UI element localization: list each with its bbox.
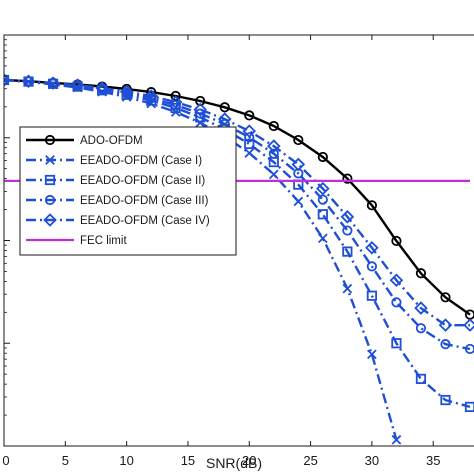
tick-layer: 0 5 10 15 20 25 30 35 bbox=[2, 34, 440, 468]
legend-ado-ofdm: ADO-OFDM bbox=[26, 134, 143, 147]
x-tick-label: 5 bbox=[62, 453, 69, 468]
x-axis-label: SNR(dB) bbox=[206, 455, 262, 471]
legend: ADO-OFDM EEADO-OFDM (Case I) EEADO-OFDM (C… bbox=[19, 126, 237, 256]
series-eeado-ofdm-case-iv-point bbox=[365, 240, 379, 255]
series-eeado-ofdm-case-iii-point bbox=[366, 261, 377, 272]
series-eeado-ofdm-case-iv-point bbox=[46, 76, 60, 90]
series-eeado-ofdm-case-i-point bbox=[244, 148, 255, 158]
series-eeado-ofdm-case-iii-point bbox=[244, 132, 255, 143]
x-tick-label: 35 bbox=[426, 453, 440, 468]
series-eeado-ofdm-case-iv-point bbox=[414, 301, 428, 315]
series-eeado-ofdm-case-iv-point bbox=[119, 84, 134, 99]
x-tick-label: 25 bbox=[303, 453, 317, 468]
series-eeado-ofdm-case-ii-point bbox=[342, 246, 353, 257]
legend-eeado-ofdm-case-iii-label: EEADO-OFDM (Case III) bbox=[80, 195, 209, 207]
series-eeado-ofdm-case-iv-point bbox=[4, 73, 11, 87]
legend-eeado-ofdm-case-i-label: EEADO-OFDM (Case I) bbox=[80, 155, 202, 167]
series-eeado-ofdm-case-iii-point bbox=[440, 339, 451, 350]
series-eeado-ofdm-case-ii-point bbox=[440, 394, 451, 406]
series-eeado-ofdm-case-iv bbox=[4, 73, 474, 332]
legend-ado-ofdm-label: ADO-OFDM bbox=[80, 135, 143, 147]
series-eeado-ofdm-case-iv-point bbox=[291, 157, 306, 172]
series-ado-ofdm-point bbox=[219, 102, 230, 113]
legend-eeado-ofdm-case-ii: EEADO-OFDM (Case II) bbox=[26, 174, 205, 187]
series-eeado-ofdm-case-i-point bbox=[391, 434, 402, 445]
series-ado-ofdm-point bbox=[342, 173, 353, 184]
series-eeado-ofdm-case-iv-point bbox=[316, 181, 330, 196]
legend-eeado-ofdm-case-iii: EEADO-OFDM (Case III) bbox=[26, 194, 209, 207]
series-eeado-ofdm-case-iii-point bbox=[195, 108, 206, 119]
series-eeado-ofdm-case-iii-point bbox=[391, 297, 402, 308]
series-eeado-ofdm-case-iv-point bbox=[21, 74, 36, 88]
series-eeado-ofdm-case-iii-point bbox=[464, 343, 474, 355]
series-eeado-ofdm-case-iv-point bbox=[438, 318, 453, 332]
series-eeado-ofdm-case-iii-point bbox=[342, 225, 353, 236]
series-eeado-ofdm-case-i-point bbox=[342, 283, 353, 294]
series-eeado-ofdm-case-iv-point bbox=[95, 81, 109, 95]
legend-eeado-ofdm-case-i-point bbox=[45, 155, 55, 165]
x-tick-label: 10 bbox=[119, 453, 133, 468]
series-eeado-ofdm-case-iv-point bbox=[242, 124, 257, 138]
series-eeado-ofdm-case-ii-point bbox=[464, 401, 474, 413]
series-eeado-ofdm-case-iv-point bbox=[389, 273, 404, 288]
series-ado-ofdm-point bbox=[244, 110, 255, 121]
series-eeado-ofdm-case-iv-point bbox=[267, 139, 281, 153]
series-ado-ofdm-point bbox=[440, 292, 451, 303]
legend-fec-limit: FEC limit bbox=[26, 235, 127, 247]
series-eeado-ofdm-case-iv-point bbox=[70, 78, 85, 92]
series-eeado-ofdm-case-i-point bbox=[318, 233, 328, 244]
series-eeado-ofdm-case-ii-point bbox=[244, 138, 255, 150]
legend-eeado-ofdm-case-iv: EEADO-OFDM (Case IV) bbox=[26, 213, 210, 227]
series-ado-ofdm-point bbox=[391, 235, 402, 247]
legend-eeado-ofdm-case-iv-point bbox=[43, 213, 57, 227]
x-tick-label: 15 bbox=[181, 453, 195, 468]
series-ado-ofdm-point bbox=[415, 268, 427, 279]
series-eeado-ofdm-case-iii-point bbox=[317, 194, 328, 205]
legend-fec-limit-label: FEC limit bbox=[80, 235, 127, 247]
series-eeado-ofdm-case-ii-line bbox=[4, 78, 471, 409]
series-ado-ofdm-point bbox=[366, 200, 377, 211]
series-eeado-ofdm-case-ii-point bbox=[195, 112, 206, 123]
x-tick-label: 20 bbox=[242, 453, 256, 468]
series-eeado-ofdm-case-iv-point bbox=[193, 102, 207, 117]
series-ado-ofdm-point bbox=[268, 120, 279, 132]
legend-eeado-ofdm-case-iv-label: EEADO-OFDM (Case IV) bbox=[80, 215, 210, 227]
series-eeado-ofdm-case-ii-point bbox=[317, 209, 328, 220]
series-eeado-ofdm-case-iii-line bbox=[4, 78, 471, 351]
series-ado-ofdm-point bbox=[293, 134, 304, 146]
series-eeado-ofdm-case-iii-point bbox=[415, 323, 427, 334]
legend-eeado-ofdm-case-i: EEADO-OFDM (Case I) bbox=[26, 155, 202, 167]
series-eeado-ofdm-case-iii-point bbox=[170, 99, 181, 111]
series-eeado-ofdm-case-i-point bbox=[367, 349, 377, 360]
legend-eeado-ofdm-case-ii-label: EEADO-OFDM (Case II) bbox=[80, 175, 205, 187]
series-eeado-ofdm-case-iv-point bbox=[340, 210, 355, 224]
series-eeado-ofdm-case-ii-point bbox=[415, 373, 427, 384]
x-tick-label: 0 bbox=[2, 453, 9, 468]
series-layer bbox=[4, 73, 474, 445]
series-eeado-ofdm-case-iv-point bbox=[144, 89, 158, 103]
series-eeado-ofdm-case-iv-point bbox=[168, 95, 183, 109]
series-eeado-ofdm-case-ii-point bbox=[391, 338, 402, 349]
series-ado-ofdm-point bbox=[317, 151, 328, 163]
legend-eeado-ofdm-case-ii-point bbox=[44, 174, 56, 186]
series-eeado-ofdm-case-i-point bbox=[268, 169, 279, 180]
legend-box bbox=[19, 126, 237, 256]
legend-ado-ofdm-point bbox=[44, 134, 56, 146]
series-eeado-ofdm-case-iv-point bbox=[217, 112, 232, 126]
series-eeado-ofdm-case-iii-point bbox=[268, 148, 279, 159]
x-tick-label: 30 bbox=[365, 453, 379, 468]
series-eeado-ofdm-case-ii-point bbox=[366, 290, 377, 301]
legend-eeado-ofdm-case-iii-point bbox=[44, 194, 56, 206]
series-eeado-ofdm-case-i-point bbox=[293, 196, 304, 207]
